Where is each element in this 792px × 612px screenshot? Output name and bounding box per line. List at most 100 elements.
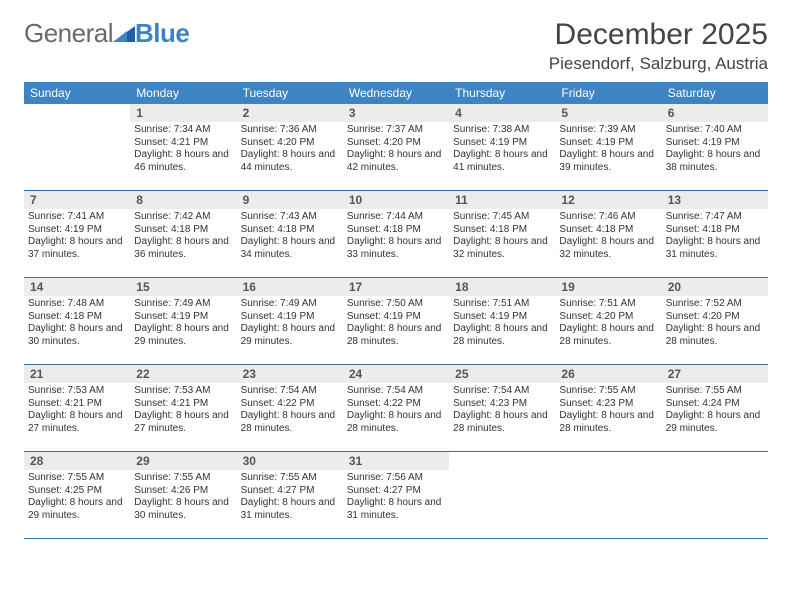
daylight-text: Daylight: 8 hours and 37 minutes. [28,236,126,261]
sunset-text: Sunset: 4:21 PM [134,398,232,411]
daylight-text: Daylight: 8 hours and 34 minutes. [241,236,339,261]
sunset-text: Sunset: 4:19 PM [347,311,445,324]
day-cell: 6Sunrise: 7:40 AMSunset: 4:19 PMDaylight… [662,104,768,190]
sunset-text: Sunset: 4:27 PM [347,485,445,498]
sunrise-text: Sunrise: 7:55 AM [666,385,764,398]
sunset-text: Sunset: 4:27 PM [241,485,339,498]
daylight-text: Daylight: 8 hours and 38 minutes. [666,149,764,174]
sunrise-text: Sunrise: 7:55 AM [559,385,657,398]
sunrise-text: Sunrise: 7:47 AM [666,211,764,224]
day-body: Sunrise: 7:55 AMSunset: 4:25 PMDaylight:… [24,470,130,526]
daylight-text: Daylight: 8 hours and 29 minutes. [28,497,126,522]
daylight-text: Daylight: 8 hours and 28 minutes. [559,410,657,435]
dow-tuesday: Tuesday [237,82,343,104]
day-cell: 22Sunrise: 7:53 AMSunset: 4:21 PMDayligh… [130,365,236,451]
sunset-text: Sunset: 4:18 PM [241,224,339,237]
week-row: 28Sunrise: 7:55 AMSunset: 4:25 PMDayligh… [24,452,768,539]
day-body: Sunrise: 7:53 AMSunset: 4:21 PMDaylight:… [24,383,130,439]
day-number: 24 [343,365,449,383]
sunrise-text: Sunrise: 7:51 AM [453,298,551,311]
day-cell: 21Sunrise: 7:53 AMSunset: 4:21 PMDayligh… [24,365,130,451]
day-body: Sunrise: 7:52 AMSunset: 4:20 PMDaylight:… [662,296,768,352]
daylight-text: Daylight: 8 hours and 36 minutes. [134,236,232,261]
daylight-text: Daylight: 8 hours and 28 minutes. [347,410,445,435]
day-number: 25 [449,365,555,383]
daylight-text: Daylight: 8 hours and 31 minutes. [241,497,339,522]
daylight-text: Daylight: 8 hours and 28 minutes. [559,323,657,348]
day-cell: 24Sunrise: 7:54 AMSunset: 4:22 PMDayligh… [343,365,449,451]
daylight-text: Daylight: 8 hours and 44 minutes. [241,149,339,174]
daylight-text: Daylight: 8 hours and 28 minutes. [453,410,551,435]
day-number: 3 [343,104,449,122]
dow-sunday: Sunday [24,82,130,104]
sunrise-text: Sunrise: 7:44 AM [347,211,445,224]
sunset-text: Sunset: 4:19 PM [453,311,551,324]
day-cell: 28Sunrise: 7:55 AMSunset: 4:25 PMDayligh… [24,452,130,538]
day-cell: 1Sunrise: 7:34 AMSunset: 4:21 PMDaylight… [130,104,236,190]
day-number: 18 [449,278,555,296]
sunset-text: Sunset: 4:20 PM [559,311,657,324]
sunrise-text: Sunrise: 7:37 AM [347,124,445,137]
sunrise-text: Sunrise: 7:48 AM [28,298,126,311]
day-cell: 13Sunrise: 7:47 AMSunset: 4:18 PMDayligh… [662,191,768,277]
day-body: Sunrise: 7:46 AMSunset: 4:18 PMDaylight:… [555,209,661,265]
sunrise-text: Sunrise: 7:54 AM [453,385,551,398]
day-body: Sunrise: 7:45 AMSunset: 4:18 PMDaylight:… [449,209,555,265]
daylight-text: Daylight: 8 hours and 30 minutes. [134,497,232,522]
dow-thursday: Thursday [449,82,555,104]
day-cell: 11Sunrise: 7:45 AMSunset: 4:18 PMDayligh… [449,191,555,277]
day-body: Sunrise: 7:55 AMSunset: 4:27 PMDaylight:… [237,470,343,526]
day-body: Sunrise: 7:36 AMSunset: 4:20 PMDaylight:… [237,122,343,178]
sunset-text: Sunset: 4:21 PM [134,137,232,150]
day-number: 11 [449,191,555,209]
sunset-text: Sunset: 4:20 PM [666,311,764,324]
day-number: 1 [130,104,236,122]
daylight-text: Daylight: 8 hours and 41 minutes. [453,149,551,174]
day-number: 4 [449,104,555,122]
day-body: Sunrise: 7:44 AMSunset: 4:18 PMDaylight:… [343,209,449,265]
day-number: 8 [130,191,236,209]
day-body: Sunrise: 7:41 AMSunset: 4:19 PMDaylight:… [24,209,130,265]
sunrise-text: Sunrise: 7:40 AM [666,124,764,137]
day-cell: 20Sunrise: 7:52 AMSunset: 4:20 PMDayligh… [662,278,768,364]
daylight-text: Daylight: 8 hours and 30 minutes. [28,323,126,348]
day-cell: 16Sunrise: 7:49 AMSunset: 4:19 PMDayligh… [237,278,343,364]
daylight-text: Daylight: 8 hours and 28 minutes. [666,323,764,348]
dow-saturday: Saturday [662,82,768,104]
logo-text-general: General [24,18,113,49]
daylight-text: Daylight: 8 hours and 27 minutes. [134,410,232,435]
sunset-text: Sunset: 4:23 PM [559,398,657,411]
week-row: 21Sunrise: 7:53 AMSunset: 4:21 PMDayligh… [24,365,768,452]
sunset-text: Sunset: 4:19 PM [28,224,126,237]
sunset-text: Sunset: 4:19 PM [134,311,232,324]
logo-text-blue: Blue [135,18,189,49]
day-cell: 2Sunrise: 7:36 AMSunset: 4:20 PMDaylight… [237,104,343,190]
daylight-text: Daylight: 8 hours and 31 minutes. [666,236,764,261]
week-row: 7Sunrise: 7:41 AMSunset: 4:19 PMDaylight… [24,191,768,278]
sunrise-text: Sunrise: 7:53 AM [134,385,232,398]
day-cell: 18Sunrise: 7:51 AMSunset: 4:19 PMDayligh… [449,278,555,364]
day-number: 10 [343,191,449,209]
sunset-text: Sunset: 4:19 PM [559,137,657,150]
title-block: December 2025 Piesendorf, Salzburg, Aust… [549,18,768,74]
day-number: 15 [130,278,236,296]
calendar-body: 1Sunrise: 7:34 AMSunset: 4:21 PMDaylight… [24,104,768,539]
sunrise-text: Sunrise: 7:42 AM [134,211,232,224]
day-body: Sunrise: 7:42 AMSunset: 4:18 PMDaylight:… [130,209,236,265]
day-number: 21 [24,365,130,383]
daylight-text: Daylight: 8 hours and 32 minutes. [559,236,657,261]
day-cell: 25Sunrise: 7:54 AMSunset: 4:23 PMDayligh… [449,365,555,451]
day-body: Sunrise: 7:48 AMSunset: 4:18 PMDaylight:… [24,296,130,352]
day-body: Sunrise: 7:38 AMSunset: 4:19 PMDaylight:… [449,122,555,178]
day-body: Sunrise: 7:49 AMSunset: 4:19 PMDaylight:… [237,296,343,352]
day-number: 29 [130,452,236,470]
header: General Blue December 2025 Piesendorf, S… [24,18,768,74]
day-cell: 12Sunrise: 7:46 AMSunset: 4:18 PMDayligh… [555,191,661,277]
day-number: 6 [662,104,768,122]
day-cell: 10Sunrise: 7:44 AMSunset: 4:18 PMDayligh… [343,191,449,277]
daylight-text: Daylight: 8 hours and 39 minutes. [559,149,657,174]
daylight-text: Daylight: 8 hours and 28 minutes. [241,410,339,435]
sunrise-text: Sunrise: 7:43 AM [241,211,339,224]
daylight-text: Daylight: 8 hours and 29 minutes. [241,323,339,348]
sunrise-text: Sunrise: 7:49 AM [134,298,232,311]
